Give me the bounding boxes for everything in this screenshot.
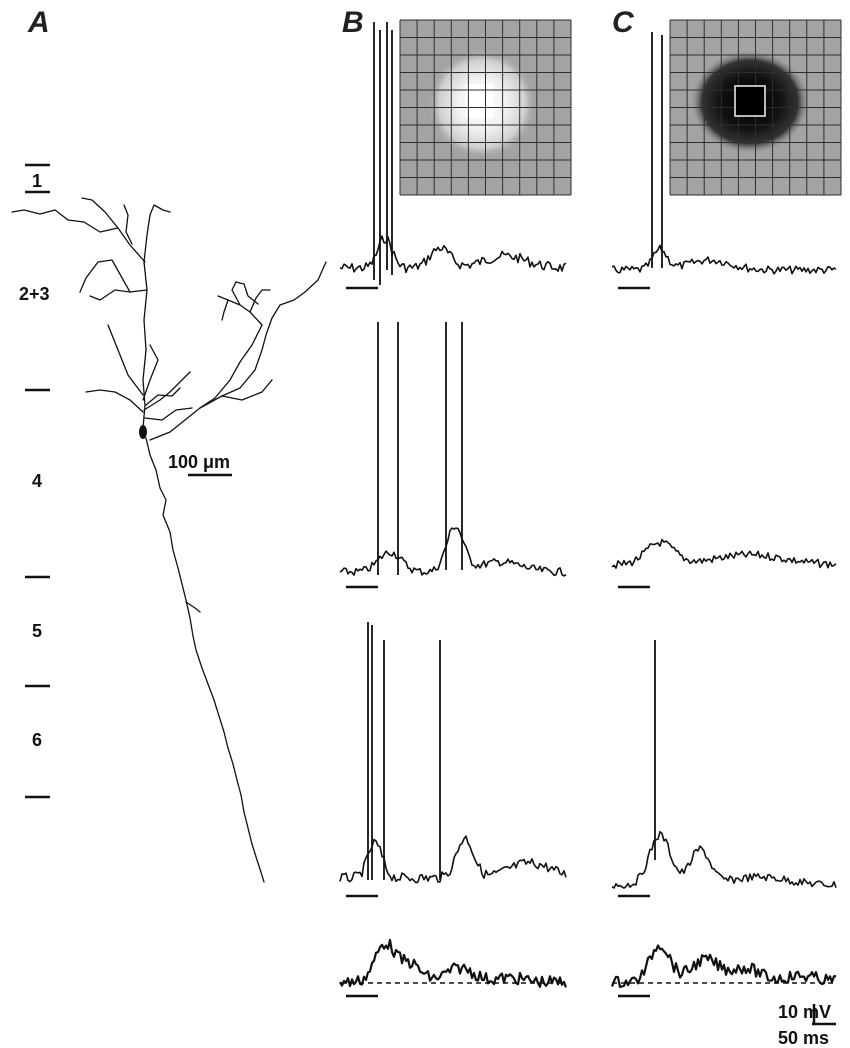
dendrite <box>221 299 229 321</box>
voltage-traces <box>339 22 837 989</box>
receptive-field-map-c <box>669 19 842 196</box>
voltage-scale-label: 10 mV <box>778 1002 831 1022</box>
rf-map-c-center <box>734 85 766 117</box>
basal-dendrite <box>143 371 191 411</box>
dendrite <box>11 209 119 233</box>
rf-map-b-grid <box>399 19 572 196</box>
dendrite <box>149 261 327 441</box>
dendrite <box>221 379 273 401</box>
rf-map-c-grid <box>669 19 842 196</box>
layer-label-6: 6 <box>32 730 42 750</box>
layer-label-4: 4 <box>32 471 42 491</box>
axon-branch <box>185 601 201 613</box>
morph-scale-label: 100 μm <box>168 452 230 472</box>
membrane-trace <box>339 527 567 577</box>
panel-label-b: B <box>342 6 364 39</box>
membrane-trace <box>611 830 837 889</box>
basal-dendrite <box>107 324 144 396</box>
membrane-trace <box>611 244 837 275</box>
layer-label-2-3: 2+3 <box>19 284 50 304</box>
psth-trace <box>610 944 837 989</box>
basal-dendrite <box>144 407 193 421</box>
dendrite <box>79 259 131 293</box>
basal-dendrite <box>142 344 159 401</box>
dendrite <box>235 281 259 305</box>
dendrite <box>249 289 271 313</box>
dendrite <box>123 204 133 245</box>
apical-dendrite <box>142 204 171 429</box>
panel-label-c: C <box>612 6 635 39</box>
psth-trace <box>339 938 568 988</box>
basal-dendrite <box>145 387 181 406</box>
layer-label-5: 5 <box>32 621 42 641</box>
axon <box>145 437 265 883</box>
soma <box>139 425 147 439</box>
stimulus-markers <box>346 286 650 998</box>
basal-dendrite <box>85 389 144 413</box>
layer-boundaries <box>25 163 50 799</box>
dendrite <box>199 324 263 409</box>
time-scale-label: 50 ms <box>778 1028 829 1048</box>
dendrite <box>231 281 241 306</box>
dendrite <box>89 289 148 301</box>
membrane-trace <box>339 235 567 274</box>
panel-label-a: A <box>27 6 50 39</box>
layer-label-1: 1 <box>32 171 42 191</box>
membrane-trace <box>339 835 567 884</box>
neuron-reconstruction <box>11 197 327 883</box>
dendrite <box>81 197 146 263</box>
membrane-trace <box>611 538 837 569</box>
rf-map-b-center <box>465 84 493 118</box>
receptive-field-map-b <box>399 19 572 196</box>
